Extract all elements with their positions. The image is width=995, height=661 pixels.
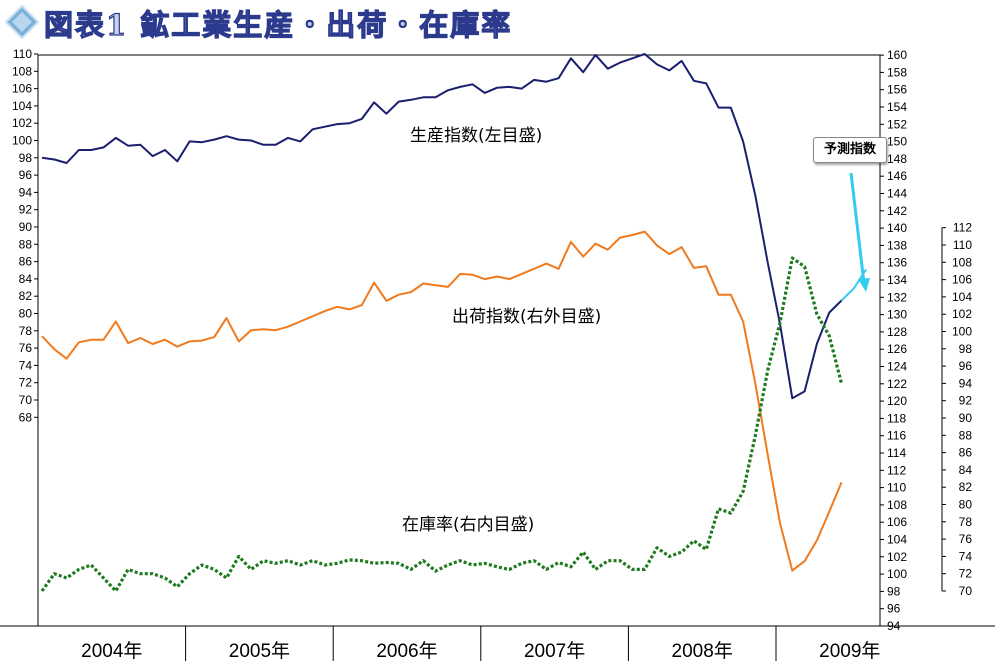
chart-title: 図表1 鉱工業生産・出荷・在庫率: [43, 7, 513, 42]
right-outer-axis-tick-label: 158: [887, 65, 907, 79]
shipments-annotation: 出荷指数(右外目盛): [452, 307, 601, 327]
right-outer-axis-tick-label: 100: [887, 567, 907, 581]
right-outer-axis-tick-label: 112: [887, 463, 906, 477]
right-inner-axis-tick-label: 112: [953, 221, 972, 235]
inventory-annotation: 在庫率(右内目盛): [402, 515, 534, 535]
right-outer-axis-tick-label: 142: [887, 204, 907, 218]
right-outer-axis-tick-label: 110: [887, 481, 906, 495]
right-outer-axis-tick-label: 104: [887, 533, 907, 547]
left-axis-tick-label: 110: [13, 47, 32, 61]
left-axis-tick-label: 86: [19, 255, 33, 269]
right-outer-axis-tick-label: 98: [887, 584, 901, 598]
left-axis-tick-label: 106: [12, 82, 32, 96]
right-outer-axis-tick-label: 116: [887, 429, 906, 443]
left-axis-tick-label: 80: [19, 307, 33, 321]
right-inner-axis-tick-label: 98: [959, 342, 973, 356]
right-outer-axis-tick-label: 148: [887, 152, 907, 166]
right-outer-axis-tick-label: 128: [887, 325, 907, 339]
left-axis-tick-label: 72: [19, 376, 33, 390]
right-inner-axis-tick-label: 106: [952, 273, 972, 287]
right-outer-axis-tick-label: 94: [887, 619, 901, 633]
x-axis-year-label: 2005年: [229, 640, 290, 661]
left-axis-tick-label: 70: [19, 393, 33, 407]
left-axis-tick-label: 76: [19, 341, 33, 355]
right-inner-axis-tick-label: 110: [953, 238, 972, 252]
left-axis-tick-label: 88: [19, 237, 33, 251]
left-axis-tick-label: 74: [19, 358, 33, 372]
right-inner-axis-tick-label: 72: [959, 567, 973, 581]
right-outer-axis-tick-label: 114: [887, 446, 906, 460]
title-bar: 図表1 鉱工業生産・出荷・在庫率: [0, 0, 600, 44]
inventory-rate-line: [40, 256, 844, 593]
right-inner-axis-tick-label: 74: [959, 549, 973, 563]
x-axis-year-label: 2008年: [672, 640, 733, 661]
right-outer-axis-tick-label: 138: [887, 238, 907, 252]
right-outer-axis-tick-label: 154: [887, 100, 907, 114]
right-inner-axis-tick-label: 84: [959, 463, 973, 477]
right-outer-axis-tick-label: 106: [887, 515, 907, 529]
left-axis-tick-label: 108: [12, 64, 32, 78]
left-axis-tick-label: 82: [19, 289, 33, 303]
diamond-icon: [4, 4, 40, 40]
production-line: [41, 53, 843, 400]
left-axis-tick-label: 94: [19, 185, 33, 199]
right-outer-axis-tick-label: 118: [887, 411, 906, 425]
right-outer-axis-tick-label: 156: [887, 83, 907, 97]
forecast-label-box: 予測指数: [813, 137, 887, 163]
right-outer-axis-tick-label: 136: [887, 256, 907, 270]
right-outer-axis-tick-label: 108: [887, 498, 907, 512]
right-inner-axis-tick-label: 96: [959, 359, 973, 373]
right-outer-axis-tick-label: 120: [887, 394, 907, 408]
left-axis-tick-label: 84: [19, 272, 33, 286]
right-outer-axis-tick-label: 122: [887, 377, 907, 391]
shipments-line: [41, 230, 843, 572]
left-axis-tick-label: 98: [19, 151, 33, 165]
left-axis-tick-label: 78: [19, 324, 33, 338]
left-axis-tick-label: 68: [19, 410, 33, 424]
right-outer-axis-tick-label: 102: [887, 550, 907, 564]
right-inner-axis-tick-label: 90: [959, 411, 973, 425]
right-inner-axis-tick-label: 80: [959, 498, 973, 512]
right-inner-axis-tick-label: 104: [952, 290, 972, 304]
right-outer-axis-tick-label: 126: [887, 342, 907, 356]
left-axis-tick-label: 90: [19, 220, 33, 234]
right-outer-axis-tick-label: 124: [887, 360, 907, 374]
right-outer-axis-tick-label: 96: [887, 602, 901, 616]
x-axis-year-label: 2009年: [819, 640, 880, 661]
right-inner-axis-tick-label: 108: [952, 255, 972, 269]
right-outer-axis-tick-label: 132: [887, 290, 907, 304]
right-inner-axis-tick-label: 100: [952, 325, 972, 339]
right-outer-axis-tick-label: 160: [887, 48, 907, 62]
right-inner-axis-tick-label: 78: [959, 515, 973, 529]
x-axis-year-label: 2007年: [524, 640, 585, 661]
right-outer-axis-tick-label: 140: [887, 221, 907, 235]
right-outer-axis-tick-label: 144: [887, 187, 907, 201]
left-axis-tick-label: 104: [12, 99, 32, 113]
right-inner-axis-tick-label: 102: [952, 307, 972, 321]
production-annotation: 生産指数(左目盛): [410, 126, 542, 146]
right-outer-axis-tick-label: 152: [887, 117, 907, 131]
right-inner-axis-tick-label: 82: [959, 480, 973, 494]
left-axis-tick-label: 96: [19, 168, 33, 182]
left-axis-tick-label: 102: [12, 116, 32, 130]
right-outer-axis-tick-label: 150: [887, 135, 907, 149]
right-outer-axis-tick-label: 134: [887, 273, 907, 287]
left-axis-tick-label: 100: [12, 134, 32, 148]
arrow-down-icon: [849, 172, 870, 292]
right-outer-axis-tick-label: 130: [887, 308, 907, 322]
x-axis-year-label: 2006年: [376, 640, 437, 661]
right-inner-axis-tick-label: 88: [959, 428, 973, 442]
right-inner-axis-tick-label: 76: [959, 532, 973, 546]
x-axis-year-label: 2004年: [81, 640, 142, 661]
right-inner-axis-tick-label: 94: [959, 376, 973, 390]
right-inner-axis-tick-label: 86: [959, 446, 973, 460]
right-outer-axis-tick-label: 146: [887, 169, 907, 183]
right-inner-axis-tick-label: 70: [959, 584, 973, 598]
left-axis-tick-label: 92: [19, 203, 33, 217]
right-inner-axis-tick-label: 92: [959, 394, 973, 408]
